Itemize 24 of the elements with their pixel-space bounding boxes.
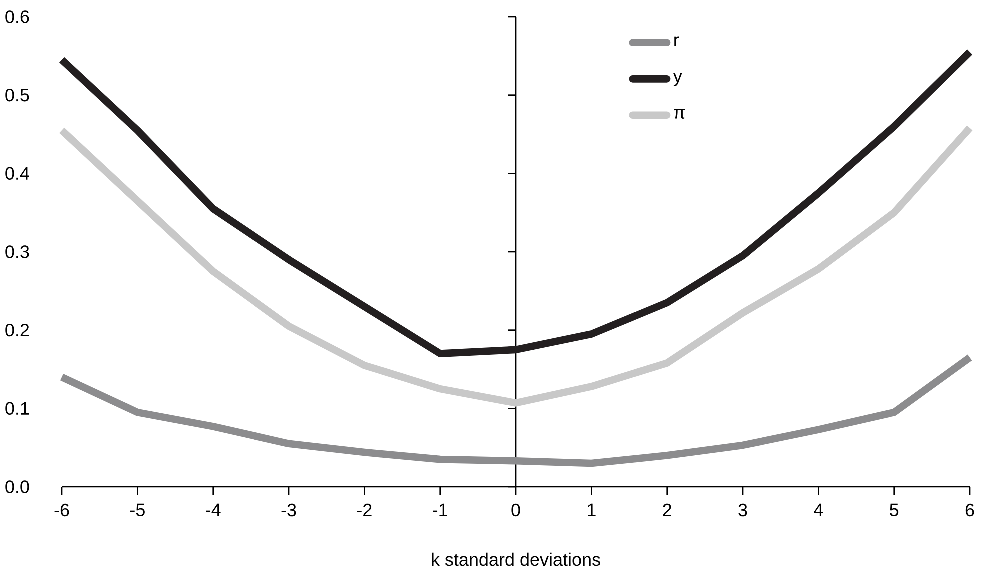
- x-tick-label: 1: [588, 504, 596, 516]
- y-tick-label: 0.2: [6, 324, 30, 337]
- x-tick-label: 3: [738, 504, 748, 517]
- x-tick-label: -4: [206, 504, 221, 516]
- x-tick-label: 4: [814, 504, 824, 516]
- x-tick-label: -1: [433, 504, 448, 516]
- x-tick-label: -2: [357, 504, 372, 516]
- legend-label: π: [674, 109, 685, 119]
- y-tick-label: 0.1: [6, 402, 30, 416]
- y-tick-label: 0.4: [6, 167, 30, 180]
- x-tick-label: 6: [966, 504, 974, 517]
- x-tick-label: 5: [890, 504, 899, 516]
- y-tick-label: 0.5: [6, 88, 30, 102]
- x-tick-label: 0: [512, 504, 520, 517]
- legend-label: r: [674, 36, 680, 46]
- y-tick-label: 0.6: [6, 10, 30, 24]
- y-tick-label: 0.3: [6, 246, 30, 258]
- x-tick-label: -6: [54, 504, 70, 517]
- x-axis-title: k standard deviations: [432, 552, 600, 566]
- y-tick-label: 0.0: [6, 480, 30, 494]
- x-tick-label: 2: [663, 504, 672, 516]
- x-tick-label: -3: [282, 504, 296, 517]
- x-tick-label: -5: [130, 504, 145, 516]
- legend-label: y: [673, 73, 682, 86]
